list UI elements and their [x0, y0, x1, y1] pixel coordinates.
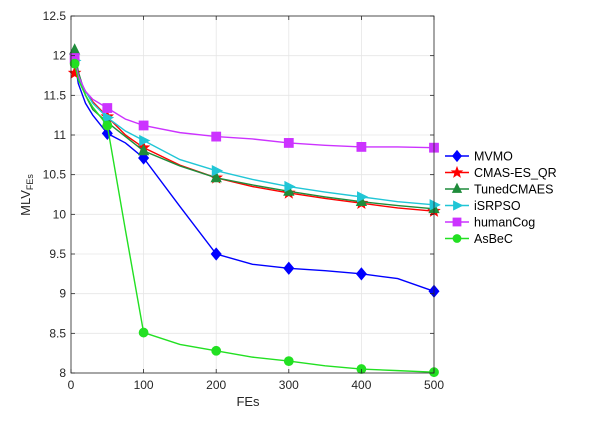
y-tick-label: 9.5 — [49, 247, 66, 261]
series-line — [73, 57, 435, 149]
legend-marker — [451, 149, 463, 163]
data-point-marker — [283, 261, 295, 275]
data-point-marker — [102, 103, 113, 113]
legend-marker — [451, 182, 463, 193]
legend-label: humanCog — [474, 216, 535, 230]
axes — [70, 15, 435, 374]
legend-item: humanCog — [445, 216, 535, 230]
data-point-marker — [283, 356, 294, 367]
legend-item: CMAS-ES_QR — [445, 165, 557, 180]
legend: MVMO CMAS-ES_QR TunedCMAES iSRPSO humanCog As… — [440, 143, 582, 254]
data-point-marker — [429, 199, 441, 211]
legend-label: MVMO — [474, 150, 513, 164]
legend-item: iSRPSO — [445, 199, 521, 213]
x-tick-label: 500 — [424, 378, 444, 392]
y-axis-label-main: MLV — [18, 190, 33, 216]
x-tick-label: 200 — [206, 378, 226, 392]
data-point-marker — [210, 247, 222, 261]
data-point-marker — [211, 131, 222, 142]
data-point-marker — [356, 191, 369, 203]
data-point-marker — [137, 143, 150, 156]
legend-label: TunedCMAES — [474, 183, 553, 197]
data-point-marker — [283, 138, 294, 148]
legend-marker — [450, 165, 464, 178]
y-axis-label: MLVFEs — [18, 174, 35, 216]
tick-labels: 0 100 200 300 400 500 8 8.5 9 9.5 10 10.5 11 11.5 12 12… — [43, 9, 445, 392]
x-tick-label: 100 — [134, 378, 154, 392]
x-axis-label: FEs — [236, 394, 260, 409]
legend-marker — [452, 217, 462, 227]
series-line — [73, 59, 435, 292]
legend-label: iSRPSO — [474, 199, 521, 213]
legend-label: AsBeC — [474, 232, 513, 246]
y-tick-label: 10.5 — [43, 168, 67, 182]
legend-item: TunedCMAES — [445, 183, 553, 197]
x-tick-label: 300 — [279, 378, 299, 392]
legend-item: AsBeC — [445, 232, 513, 246]
series-line — [73, 63, 435, 373]
y-tick-label: 11 — [54, 128, 67, 142]
data-point-marker — [211, 165, 224, 177]
grid-lines — [70, 15, 435, 374]
series-line — [73, 60, 435, 206]
y-axis-label-subscript: FEs — [25, 174, 35, 191]
data-point-marker — [138, 120, 149, 131]
data-point-marker — [210, 170, 222, 183]
data-point-marker — [138, 327, 149, 338]
y-tick-label: 8 — [59, 366, 66, 380]
data-point-marker — [139, 134, 151, 147]
series-asbec — [69, 58, 439, 378]
data-point-marker — [102, 111, 115, 124]
y-tick-label: 12.5 — [43, 9, 67, 23]
legend-marker — [452, 234, 462, 243]
plot-area-frame — [70, 15, 435, 374]
data-point-marker — [211, 345, 222, 356]
x-tick-label: 0 — [68, 378, 75, 392]
legend-item: MVMO — [445, 150, 513, 164]
data-point-marker — [355, 267, 367, 281]
y-tick-label: 8.5 — [49, 326, 66, 340]
y-tick-label: 9 — [59, 287, 66, 301]
legend-box — [440, 143, 582, 254]
legend-label: CMAS-ES_QR — [474, 166, 557, 180]
data-point-marker — [284, 180, 296, 193]
data-point-marker — [67, 65, 82, 79]
data-point-marker — [69, 58, 80, 69]
y-tick-label: 12 — [53, 49, 67, 63]
y-tick-label: 11.5 — [44, 88, 67, 102]
data-point-marker — [356, 141, 367, 152]
y-tick-label: 10 — [53, 207, 67, 221]
data-point-marker — [102, 120, 113, 131]
legend-marker — [453, 200, 464, 211]
x-tick-label: 400 — [351, 378, 371, 392]
